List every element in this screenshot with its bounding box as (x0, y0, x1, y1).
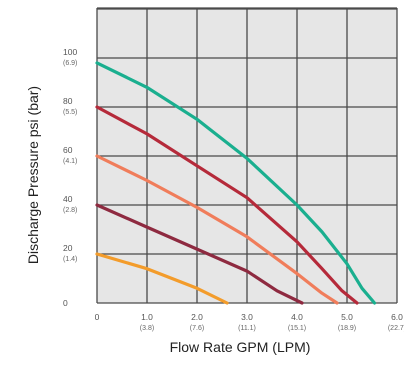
x-tick-label: 3.0 (241, 312, 253, 322)
x-tick-sublabel: (18.9) (338, 325, 356, 332)
series-line-5 (95, 252, 229, 305)
x-tick-label: 4.0 (291, 312, 303, 322)
x-tick-sublabel: (11.1) (238, 325, 256, 332)
x-tick-sublabel: (22.7) (388, 325, 404, 332)
series-lines (95, 61, 377, 305)
series-line-1 (95, 61, 377, 305)
x-tick-label: 2.0 (191, 312, 203, 322)
x-tick-label: 0 (95, 312, 100, 322)
y-tick-label: 80 (63, 96, 73, 106)
x-axis-title: Flow Rate GPM (LPM) (170, 339, 311, 355)
x-axis-ticks: 0 1.0 (3.8) 2.0 (7.6) 3.0 (11.1) 4.0 (15.1) 5.0 (1… (95, 312, 404, 332)
y-tick-label: 0 (63, 298, 68, 308)
y-tick-sublabel: (6.9) (63, 60, 77, 67)
x-tick-label: 6.0 (391, 312, 403, 322)
y-tick-sublabel: (2.8) (63, 207, 77, 214)
series-line-2 (95, 105, 359, 305)
series-line-4 (95, 203, 304, 305)
y-tick-sublabel: (1.4) (63, 256, 77, 263)
y-axis-ticks: 0 20 (1.4) 40 (2.8) 60 (4.1) 80 (5.5) 100 (6.9) (63, 47, 77, 308)
x-tick-label: 1.0 (141, 312, 153, 322)
grid-lines (96, 7, 398, 304)
y-tick-label: 100 (63, 47, 77, 57)
y-tick-sublabel: (5.5) (63, 109, 77, 116)
x-tick-sublabel: (7.6) (190, 325, 204, 332)
y-tick-sublabel: (4.1) (63, 158, 77, 165)
x-tick-sublabel: (3.8) (140, 325, 154, 332)
x-tick-label: 5.0 (341, 312, 353, 322)
y-axis-title: Discharge Pressure psi (bar) (25, 86, 41, 264)
y-tick-label: 20 (63, 243, 73, 253)
series-line-3 (95, 154, 339, 305)
y-tick-label: 40 (63, 194, 73, 204)
x-tick-sublabel: (15.1) (288, 325, 306, 332)
y-tick-label: 60 (63, 145, 73, 155)
